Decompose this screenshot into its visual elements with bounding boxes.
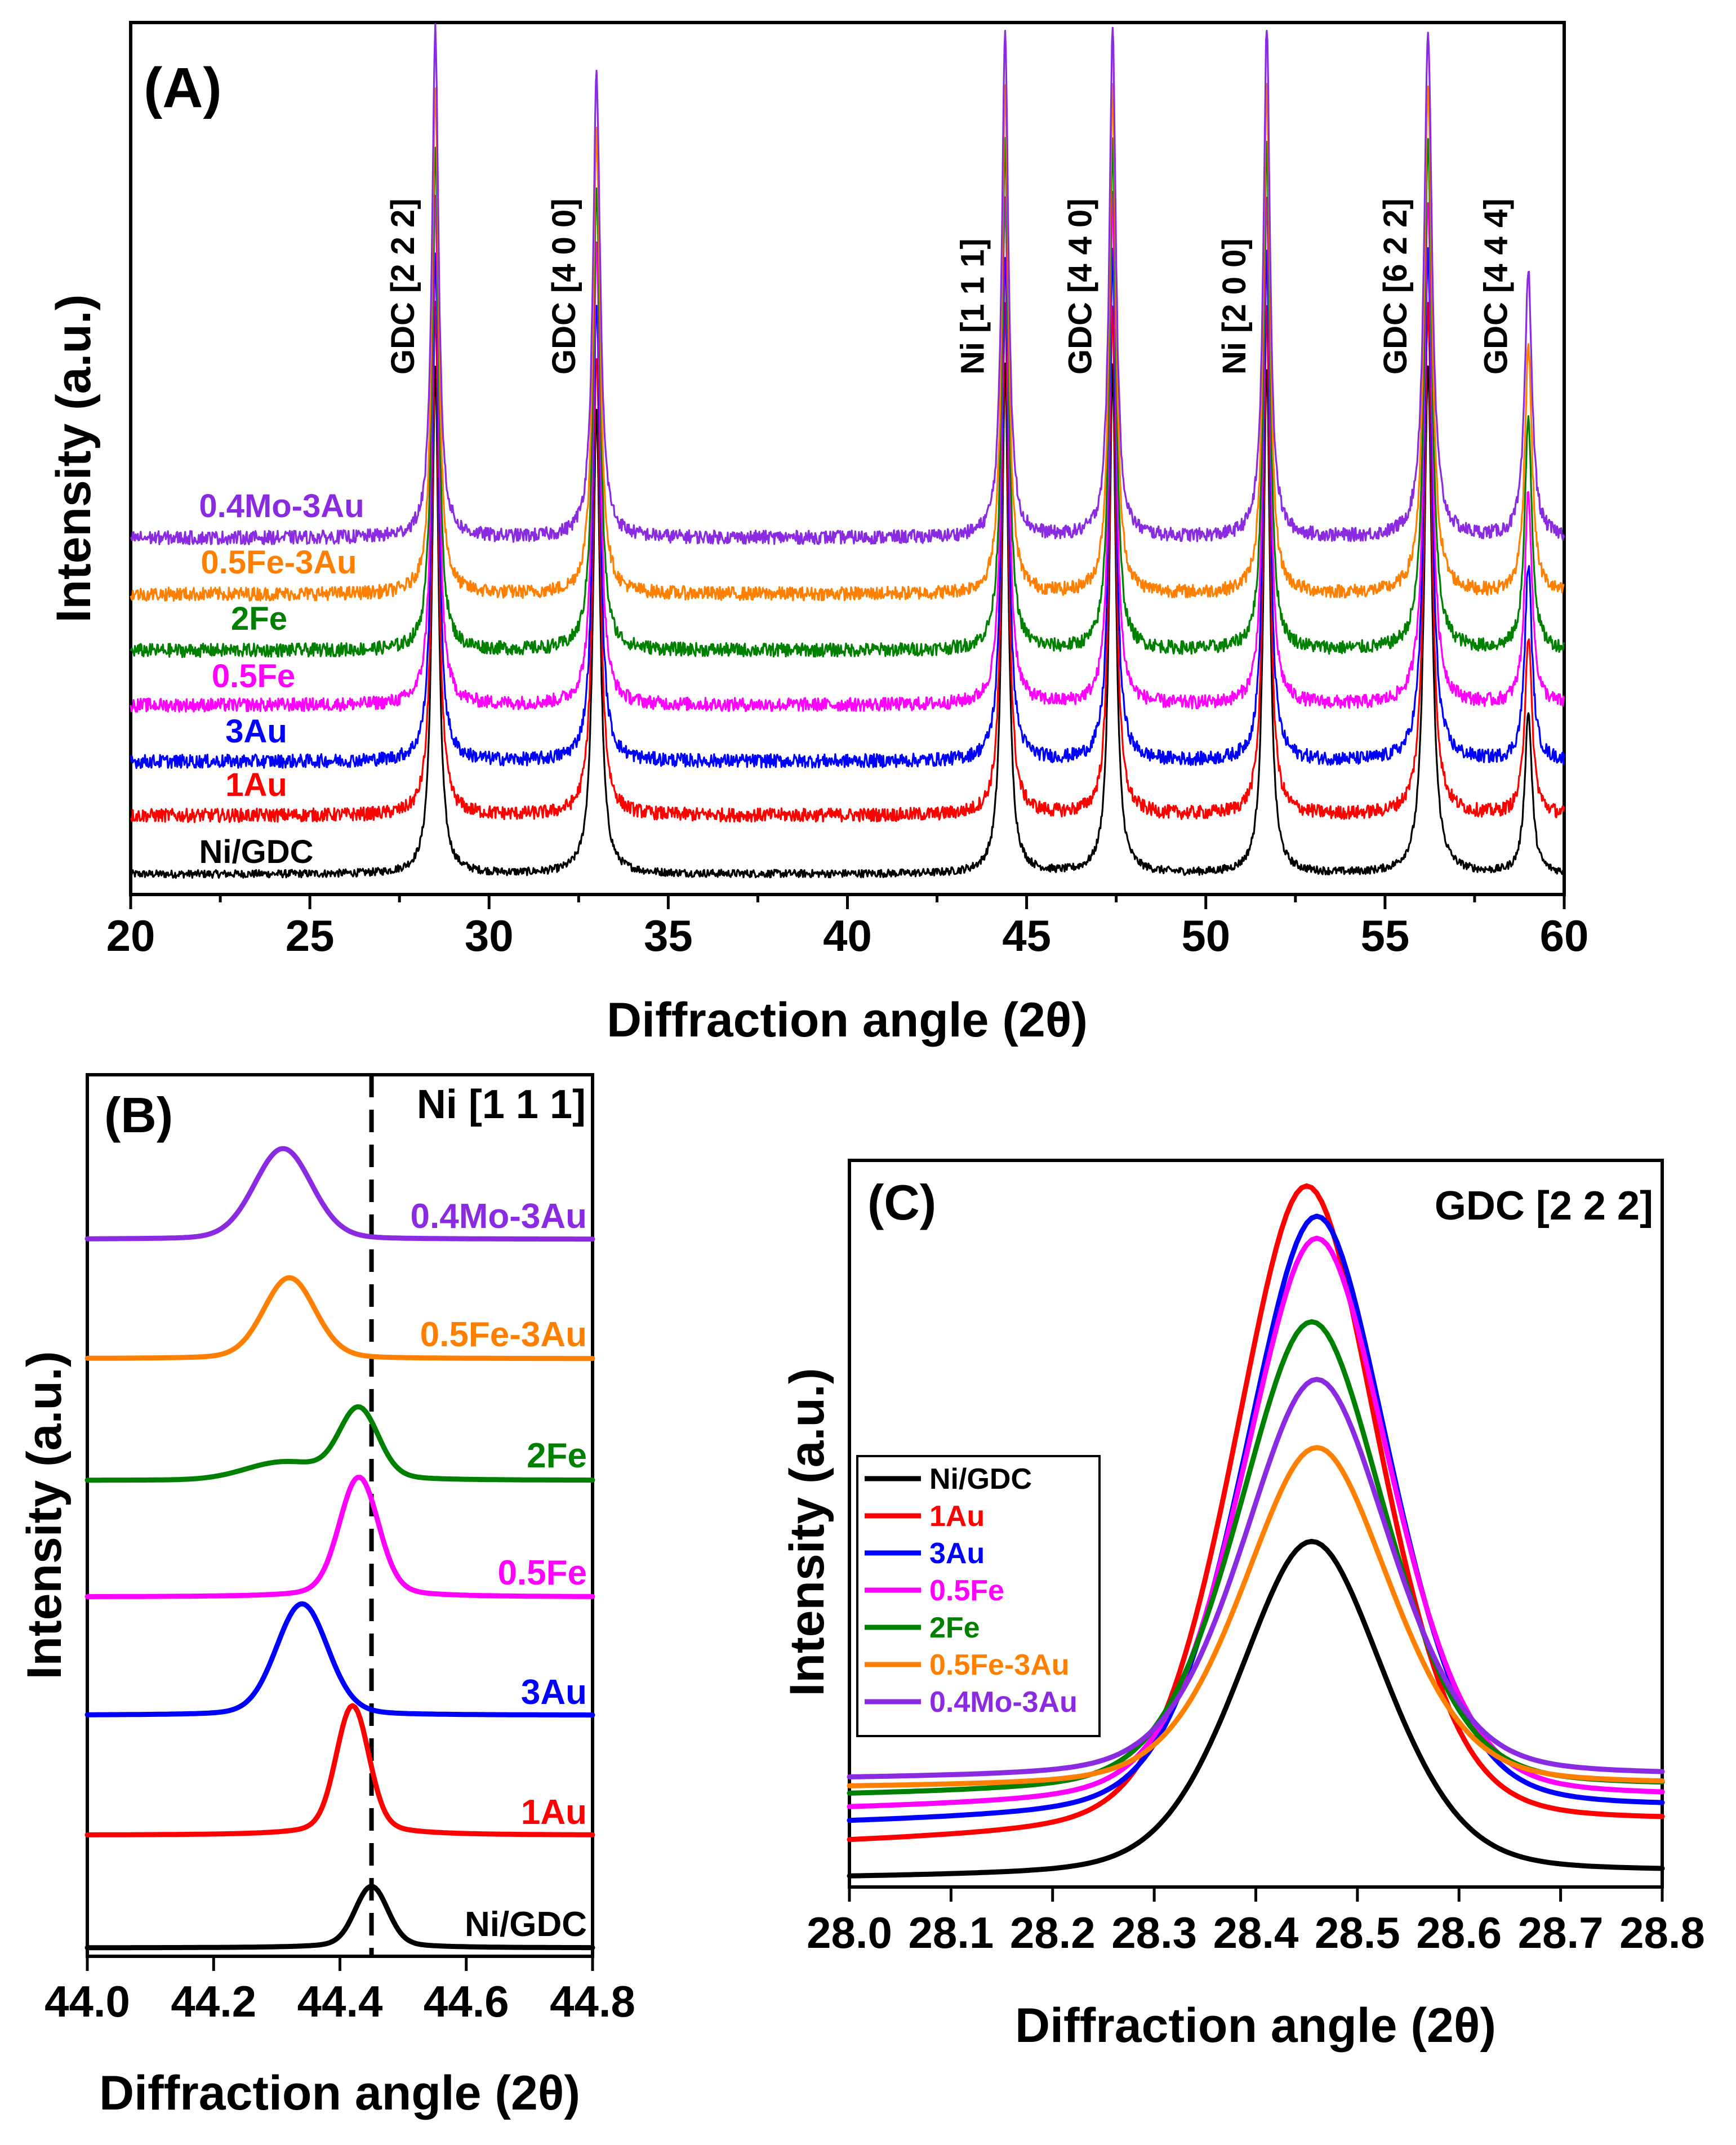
panel-a-y-axis-label: Intensity (a.u.): [47, 295, 101, 623]
panel-b-traces: [84, 1146, 595, 1951]
panel-c-legend-label-2fe: 2Fe: [929, 1612, 980, 1644]
panel-a-series-label-2fe: 2Fe: [231, 600, 287, 637]
panel-a-traces: [130, 23, 1565, 879]
panel-c-tick-label: 28.1: [908, 1908, 994, 1957]
panel-c-tick-label: 28.6: [1416, 1908, 1502, 1957]
panel-c-legend-box: [856, 1455, 1101, 1737]
panel-b-series-labels: 0.4Mo-3Au 0.5Fe-3Au 2Fe 0.5Fe 3Au 1Au Ni/GDC: [411, 1197, 587, 1944]
panel-c-label: (C): [867, 1174, 936, 1230]
panel-c-legend-label-ni-gdc: Ni/GDC: [929, 1463, 1032, 1496]
panel-a-label: (A): [144, 56, 222, 119]
panel-a-peak-label-ni-1-1-1: Ni [1 1 1]: [955, 238, 991, 375]
panel-c-trace-0-5fe-3au: [847, 1445, 1665, 1788]
panel-b-series-label-0-4mo-3au: 0.4Mo-3Au: [411, 1197, 587, 1236]
panel-c-title: GDC [2 2 2]: [1435, 1183, 1653, 1229]
panel-c-tick-label: 28.2: [1010, 1908, 1096, 1957]
panel-b-tick-label: 44.4: [297, 1977, 383, 2026]
panel-c-legend-label-0-5fe-3au: 0.5Fe-3Au: [929, 1649, 1070, 1681]
panel-a-peak-label-gdc-2-2-2: GDC [2 2 2]: [385, 198, 421, 375]
panel-a-peak-label-gdc-4-4-0: GDC [4 4 0]: [1062, 198, 1098, 375]
panel-a-trace-ni-gdc: [130, 362, 1565, 879]
panel-c-x-axis-label: Diffraction angle (2θ): [1015, 1999, 1496, 2053]
panel-c-traces: [847, 1183, 1665, 1879]
panel-a-x-ticks: 20 25 30 35 40 45 50 55 60: [106, 895, 1589, 960]
panel-a-series-label-ni-gdc: Ni/GDC: [199, 834, 314, 870]
panel-c: 28.0 28.1 28.2 28.3 28.4 28.5 28.6 28.7 28.8 Ni/…: [780, 1159, 1705, 2053]
panel-a-tick-label: 25: [286, 911, 335, 960]
panel-c-legend: Ni/GDC 1Au 3Au 0.5Fe 2Fe 0.5Fe-3Au 0.4Mo-3Au: [856, 1455, 1101, 1737]
panel-c-legend-label-3au: 3Au: [929, 1537, 985, 1570]
panel-a-tick-label: 60: [1540, 911, 1589, 960]
panel-a-tick-label: 55: [1360, 911, 1409, 960]
panel-a-series-label-0-4mo-3au: 0.4Mo-3Au: [199, 488, 364, 524]
panel-b-trace-2fe: [84, 1404, 595, 1483]
panel-b-x-ticks: 44.0 44.2 44.4 44.6 44.8: [44, 1956, 635, 2026]
panel-a-peak-label-gdc-4-4-4: GDC [4 4 4]: [1477, 198, 1514, 375]
panel-b: 44.0 44.2 44.4 44.6 44.8 0.4Mo-3Au 0.5Fe-3Au 2…: [17, 1073, 635, 2120]
panel-a-tick-label: 45: [1002, 911, 1051, 960]
panel-c-trace-1au: [847, 1183, 1665, 1843]
panel-c-tick-label: 28.4: [1213, 1908, 1299, 1957]
panel-c-x-ticks: 28.0 28.1 28.2 28.3 28.4 28.5 28.6 28.7 28.8: [807, 1887, 1705, 1957]
panel-a-peak-labels: GDC [2 2 2] GDC [4 0 0] Ni [1 1 1] GDC [4 4…: [385, 198, 1515, 375]
panel-a-trace-2fe: [130, 137, 1565, 658]
panel-b-y-axis-label: Intensity (a.u.): [17, 1351, 72, 1680]
panel-b-tick-label: 44.2: [171, 1977, 256, 2026]
panel-b-trace-0-4mo-3au: [84, 1146, 595, 1242]
panel-b-tick-label: 44.8: [550, 1977, 635, 2026]
panel-b-series-label-1au: 1Au: [521, 1793, 587, 1832]
panel-a-series-label-3au: 3Au: [225, 713, 287, 750]
panel-c-legend-label-0-5fe: 0.5Fe: [929, 1574, 1004, 1607]
panel-a-peak-label-gdc-4-0-0: GDC [4 0 0]: [546, 198, 582, 375]
panel-a-tick-label: 50: [1181, 911, 1230, 960]
panel-b-label: (B): [104, 1087, 173, 1143]
panel-c-trace-0-5fe: [847, 1235, 1665, 1809]
panel-a-series-labels: 0.4Mo-3Au 0.5Fe-3Au 2Fe 0.5Fe 3Au 1Au Ni/GDC: [199, 488, 364, 870]
panel-a-peak-label-gdc-6-2-2: GDC [6 2 2]: [1377, 198, 1414, 375]
panel-c-tick-label: 28.8: [1619, 1908, 1705, 1957]
panel-a-x-axis-label: Diffraction angle (2θ): [607, 993, 1088, 1047]
panel-b-trace-1au: [84, 1703, 595, 1837]
panel-a-peak-label-ni-2-0-0: Ni [2 0 0]: [1216, 238, 1253, 375]
panel-b-series-label-3au: 3Au: [521, 1673, 587, 1712]
panel-c-tick-label: 28.7: [1518, 1908, 1604, 1957]
panel-a-tick-label: 35: [644, 911, 693, 960]
panel-a-series-label-0-5fe: 0.5Fe: [212, 658, 295, 695]
panel-a-series-label-0-5fe-3au: 0.5Fe-3Au: [201, 544, 357, 581]
panel-b-trace-ni-gdc: [84, 1884, 595, 1951]
panel-c-legend-label-1au: 1Au: [929, 1500, 985, 1533]
panel-c-legend-label-0-4mo-3au: 0.4Mo-3Au: [929, 1686, 1078, 1719]
panel-a-tick-label: 40: [823, 911, 872, 960]
panel-c-trace-0-4mo-3au: [847, 1377, 1665, 1779]
panel-b-series-label-0-5fe-3au: 0.5Fe-3Au: [420, 1315, 587, 1354]
panel-c-tick-label: 28.0: [807, 1908, 892, 1957]
panel-a-trace-3au: [130, 247, 1565, 769]
panel-a-tick-label: 20: [106, 911, 155, 960]
panel-a-trace-0-5fe: [130, 190, 1565, 713]
panel-a-tick-label: 30: [465, 911, 514, 960]
panel-a-trace-1au: [130, 301, 1565, 824]
panel-b-x-axis-label: Diffraction angle (2θ): [99, 2066, 580, 2120]
panel-b-tick-label: 44.0: [44, 1977, 130, 2026]
panel-a-trace-0-5fe-3au: [130, 83, 1565, 602]
panel-b-ref-label: Ni [1 1 1]: [417, 1082, 586, 1127]
panel-a-trace-0-4mo-3au: [130, 23, 1565, 545]
panel-b-series-label-ni-gdc: Ni/GDC: [465, 1905, 587, 1944]
panel-b-tick-label: 44.6: [424, 1977, 509, 2026]
panel-b-trace-0-5fe-3au: [84, 1275, 595, 1361]
panel-b-trace-0-5fe: [84, 1475, 595, 1599]
panel-c-tick-label: 28.3: [1111, 1908, 1197, 1957]
panel-c-trace-ni-gdc: [847, 1538, 1665, 1879]
panel-c-tick-label: 28.5: [1315, 1908, 1400, 1957]
panel-a-series-label-1au: 1Au: [225, 767, 287, 803]
panel-b-trace-3au: [84, 1601, 595, 1718]
panel-a: 20 25 30 35 40 45 50 55 60 GDC [2 2 2] GDC [4 0 0…: [47, 21, 1589, 1047]
panel-b-series-label-2fe: 2Fe: [527, 1436, 587, 1475]
panel-c-y-axis-label: Intensity (a.u.): [780, 1368, 834, 1697]
panel-b-series-label-0-5fe: 0.5Fe: [497, 1554, 587, 1592]
